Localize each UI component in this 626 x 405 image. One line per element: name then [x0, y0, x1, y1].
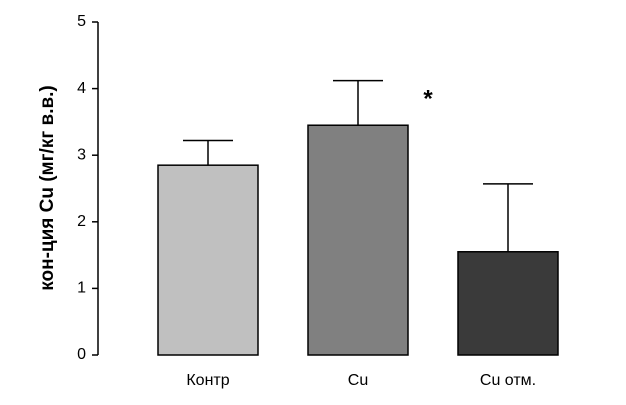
bar	[157, 164, 259, 356]
y-axis-label: кон-ция Cu (мг/кг в.в.)	[37, 85, 58, 291]
bar	[307, 124, 409, 356]
x-tick-label: Cu отм.	[480, 372, 536, 389]
x-tick-label: Cu	[348, 372, 368, 389]
bar	[457, 251, 559, 356]
annotation: *	[423, 85, 433, 112]
x-tick-label: Контр	[186, 372, 229, 389]
y-tick-label: 3	[77, 146, 86, 163]
y-tick-label: 0	[77, 346, 86, 363]
y-tick-label: 5	[77, 13, 86, 30]
y-tick-label: 2	[77, 213, 86, 230]
y-tick-label: 1	[77, 280, 86, 297]
y-tick-label: 4	[77, 80, 86, 97]
